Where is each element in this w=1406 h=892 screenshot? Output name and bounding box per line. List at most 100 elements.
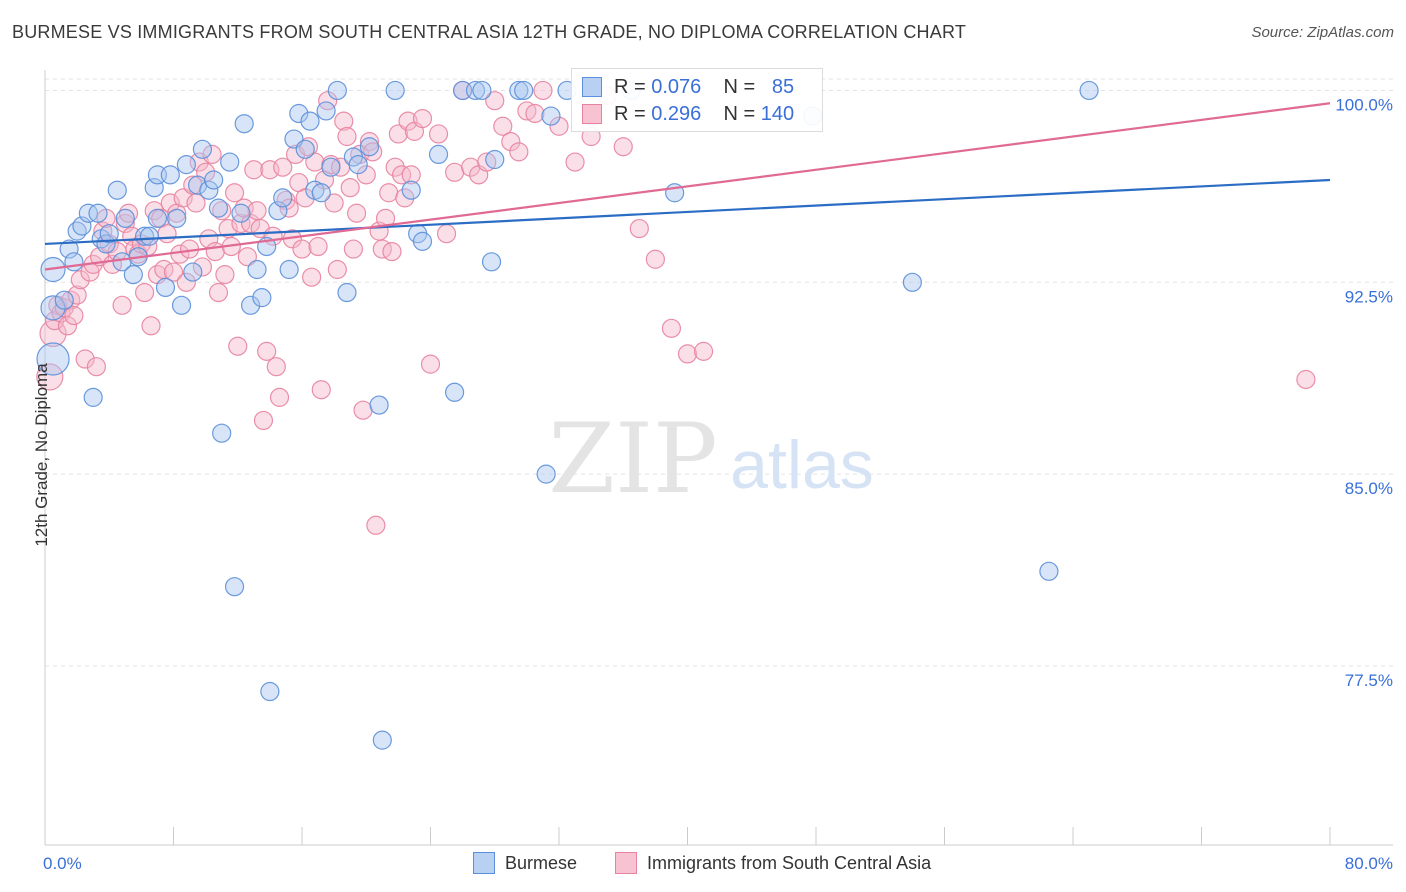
point-immigrants <box>613 137 633 157</box>
point-burmese <box>536 464 556 484</box>
point-burmese <box>107 180 127 200</box>
x-tick-label: 0.0% <box>43 854 82 873</box>
point-burmese <box>385 80 405 101</box>
point-immigrants <box>353 400 373 420</box>
point-burmese <box>212 423 232 443</box>
point-immigrants <box>86 357 107 377</box>
trendline-immigrants <box>44 102 1331 271</box>
point-burmese <box>99 224 119 244</box>
point-immigrants <box>347 203 367 223</box>
point-burmese <box>327 80 347 101</box>
point-burmese <box>444 382 465 402</box>
point-burmese <box>167 208 187 228</box>
point-burmese <box>144 178 164 198</box>
point-burmese <box>192 139 213 159</box>
point-immigrants <box>57 316 78 336</box>
legend-swatch-burmese <box>582 77 602 97</box>
series-legend-burmese[interactable]: Burmese <box>473 852 577 874</box>
point-immigrants <box>208 282 229 303</box>
point-immigrants <box>395 188 415 208</box>
series-swatch-burmese <box>473 852 495 874</box>
point-immigrants <box>533 80 553 101</box>
point-immigrants <box>525 103 545 124</box>
point-immigrants <box>231 213 251 234</box>
point-burmese <box>115 208 135 228</box>
point-immigrants <box>366 515 386 535</box>
point-immigrants <box>334 111 354 131</box>
point-immigrants <box>379 183 399 203</box>
point-burmese <box>428 144 449 165</box>
point-burmese <box>1079 80 1099 101</box>
point-immigrants <box>629 218 649 239</box>
point-immigrants <box>266 357 286 377</box>
series-legend-immigrants[interactable]: Immigrants from South Central Asia <box>615 852 931 874</box>
point-immigrants <box>36 363 64 391</box>
point-burmese <box>96 234 116 254</box>
legend-n-label: N = <box>723 102 756 125</box>
trendline-burmese <box>44 178 1331 246</box>
point-burmese <box>295 139 315 159</box>
watermark: ZIP atlas <box>548 403 873 515</box>
point-immigrants <box>1296 369 1316 390</box>
point-immigrants <box>677 344 698 364</box>
point-immigrants <box>382 242 402 262</box>
point-immigrants <box>343 239 363 259</box>
stats-legend: R = 0.076 N = 85 R = 0.296 N = 140 <box>571 68 823 132</box>
point-immigrants <box>565 152 585 172</box>
point-burmese <box>247 259 267 280</box>
point-burmese <box>289 103 309 124</box>
point-immigrants <box>244 160 264 180</box>
point-burmese <box>481 252 502 272</box>
point-burmese <box>220 152 240 172</box>
point-immigrants <box>279 198 299 218</box>
legend-r-value: 0.296 <box>651 102 702 125</box>
point-immigrants <box>176 272 196 292</box>
legend-n-value: 85 <box>771 75 795 98</box>
point-burmese <box>176 155 196 175</box>
point-immigrants <box>401 165 421 185</box>
point-immigrants <box>428 124 449 144</box>
point-immigrants <box>509 142 529 162</box>
point-immigrants <box>64 305 84 326</box>
point-burmese <box>252 288 272 308</box>
point-immigrants <box>276 190 296 211</box>
point-burmese <box>231 203 251 223</box>
series-label-immigrants: Immigrants from South Central Asia <box>647 852 932 873</box>
point-immigrants <box>398 111 418 131</box>
point-immigrants <box>327 259 347 280</box>
point-immigrants <box>157 224 177 244</box>
point-immigrants <box>661 318 682 338</box>
legend-r-value: 0.076 <box>651 75 702 98</box>
point-immigrants <box>273 157 293 177</box>
point-immigrants <box>118 203 139 223</box>
point-immigrants <box>493 116 513 136</box>
point-burmese <box>59 239 79 259</box>
point-burmese <box>311 183 331 203</box>
point-burmese <box>412 231 433 251</box>
point-immigrants <box>308 236 328 257</box>
point-immigrants <box>311 380 331 400</box>
point-burmese <box>208 198 229 218</box>
point-immigrants <box>385 157 405 177</box>
y-tick-label: 77.5% <box>1345 671 1393 690</box>
point-burmese <box>241 295 261 315</box>
legend-r-label: R = <box>614 102 646 125</box>
point-burmese <box>234 114 254 134</box>
legend-n-label: N = <box>723 75 756 98</box>
point-burmese <box>224 577 245 597</box>
legend-n-value: 140 <box>760 102 795 125</box>
point-immigrants <box>202 144 222 165</box>
point-burmese <box>54 290 74 310</box>
y-tick-label: 100.0% <box>1335 95 1393 114</box>
point-immigrants <box>359 132 380 152</box>
point-burmese <box>139 226 160 246</box>
point-immigrants <box>485 91 505 111</box>
point-immigrants <box>412 108 433 129</box>
point-immigrants <box>247 201 267 221</box>
point-immigrants <box>192 257 213 277</box>
point-immigrants <box>501 132 521 152</box>
point-immigrants <box>134 282 155 303</box>
point-immigrants <box>337 126 357 147</box>
point-immigrants <box>318 91 338 111</box>
series-legend: Burmese Immigrants from South Central As… <box>0 852 1406 876</box>
